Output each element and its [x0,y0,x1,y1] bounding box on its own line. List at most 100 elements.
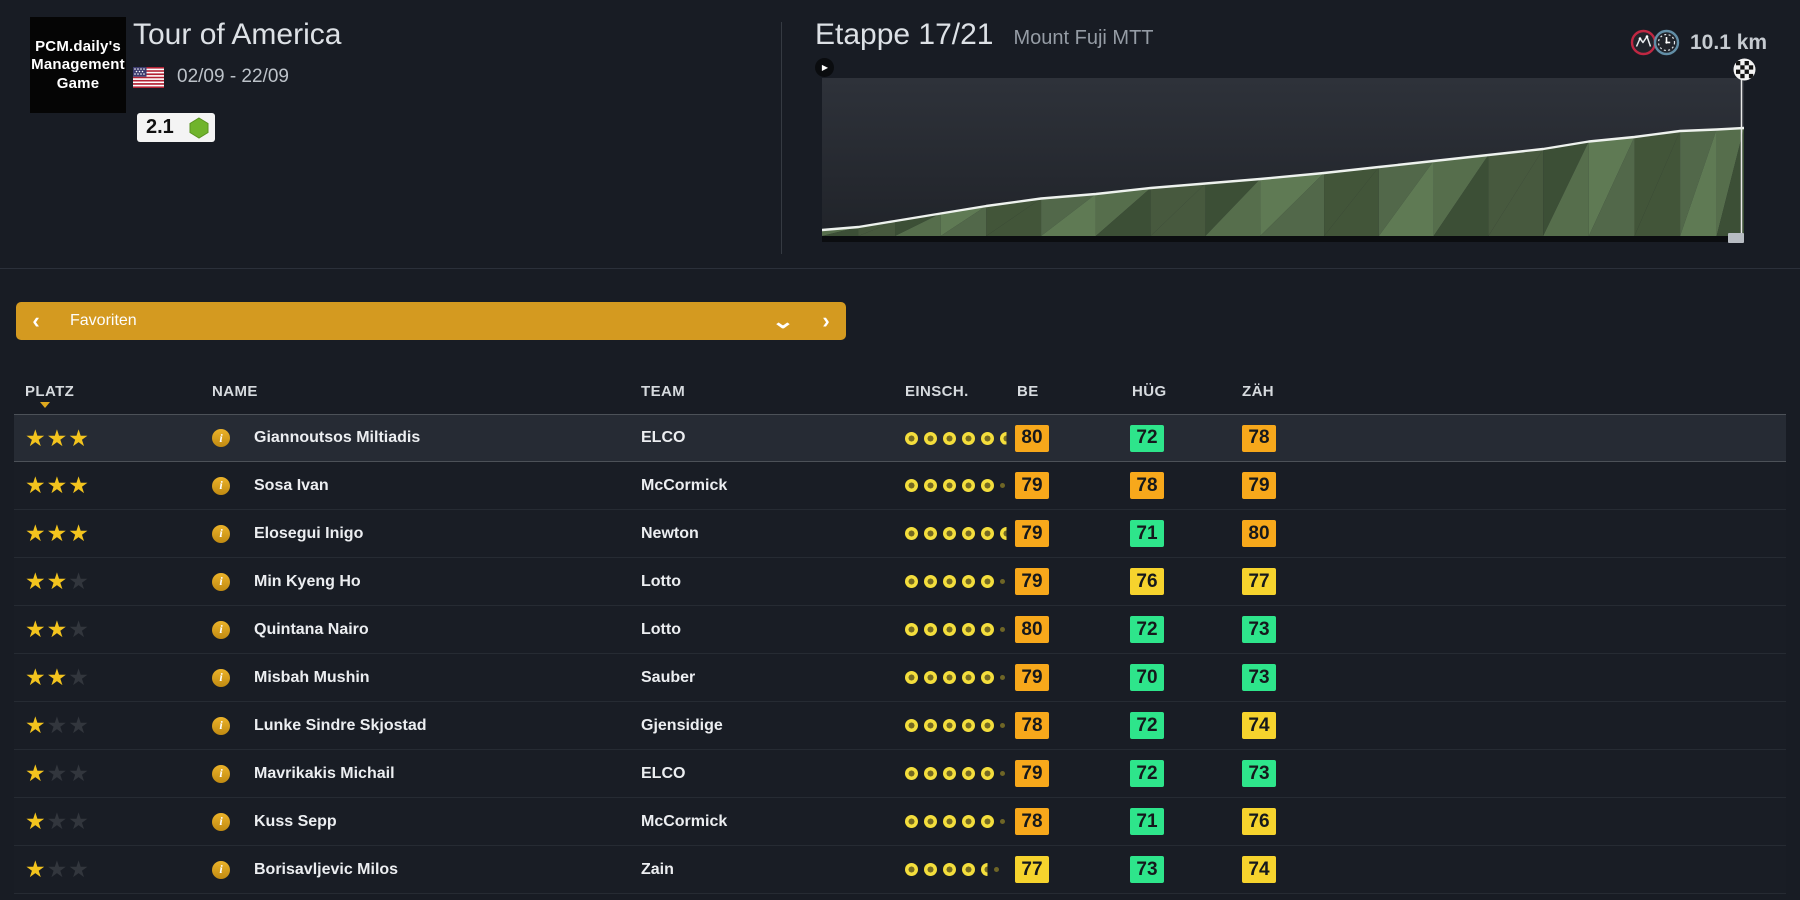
rating-dot [981,863,988,876]
table-row[interactable]: ★ ★ ★ i Lunke Sindre Skjostad Gjensidige 7… [14,702,1786,750]
info-icon[interactable]: i [212,524,230,543]
rating-dot [905,527,918,540]
team-name: ELCO [641,429,686,446]
rating-dot [1000,431,1007,445]
rating-dot [1000,627,1005,632]
star-icon: ★ [46,856,68,882]
info-icon[interactable]: i [212,429,230,447]
info-icon[interactable]: i [212,572,230,591]
stat-zah-badge: 77 [1242,568,1276,595]
rating-dot [924,815,937,828]
stage-name: Mount Fuji MTT [1013,27,1154,49]
star-icon: ★ [68,856,89,882]
rating-dot [994,867,999,872]
info-icon[interactable]: i [212,476,230,495]
col-header-platz[interactable]: PLATZ [25,382,75,400]
category-hexagon-icon [189,116,209,139]
rating-dot [924,575,937,588]
info-icon[interactable]: i [212,620,230,639]
star-icon: ★ [68,568,89,594]
rating-dot [962,431,975,445]
star-icon: ★ [68,760,89,786]
stat-hug-badge: 71 [1130,520,1164,547]
rating-dot [924,527,937,540]
rating-dot [1000,579,1005,584]
race-dates: 02/09 - 22/09 [177,66,289,87]
race-category-badge: 2.1 [137,113,215,142]
rating-dot [1000,819,1005,824]
table-row[interactable]: ★ ★ ★ i Elosegui Inigo Newton 79 71 80 [14,510,1786,558]
stat-hug-badge: 72 [1130,712,1164,739]
info-icon[interactable]: i [212,860,230,879]
rating-dot [943,767,956,780]
team-name: Lotto [641,620,681,638]
team-name: Zain [641,860,674,878]
rating-dot [962,863,975,876]
stat-zah-badge: 74 [1242,712,1276,739]
rating-dot [905,815,918,828]
table-row[interactable]: ★ ★ ★ i Misbah Mushin Sauber 79 70 73 [14,654,1786,702]
star-icon: ★ [46,568,68,594]
table-row[interactable]: ★ ★ ★ i Quintana Nairo Lotto 80 72 73 [14,606,1786,654]
col-header-name[interactable]: NAME [212,382,258,400]
star-icon: ★ [46,664,68,690]
table-row[interactable]: ★ ★ ★ i Giannoutsos Miltiadis ELCO 80 72 7… [14,414,1786,462]
rider-name: Min Kyeng Ho [254,572,361,590]
table-row[interactable]: ★ ★ ★ i Min Kyeng Ho Lotto 79 76 77 [14,558,1786,606]
favorite-stars: ★ ★ ★ [25,522,89,545]
col-header-zah[interactable]: ZÄH [1242,382,1275,400]
star-icon: ★ [25,760,46,786]
einsch-dots [905,863,999,876]
race-date-row: 02/09 - 22/09 [133,66,289,88]
info-icon[interactable]: i [212,764,230,783]
rating-dot [943,815,956,828]
chevron-down-icon[interactable]: ⌄ [771,310,795,333]
rating-dot [981,527,994,540]
stat-zah-badge: 74 [1242,856,1276,883]
rating-dot [905,767,918,780]
stat-be-badge: 77 [1015,856,1049,883]
star-icon: ★ [46,472,68,498]
chart-scroll-handle [1728,233,1744,243]
favoriten-dropdown-bar[interactable]: ‹ Favoriten ⌄ › [16,302,846,340]
col-header-be[interactable]: BE [1017,382,1039,400]
stat-hug-badge: 73 [1130,856,1164,883]
play-icon[interactable]: ▶ [815,58,834,77]
chevron-left-icon[interactable]: ‹ [32,308,40,333]
stat-be-badge: 79 [1015,472,1049,499]
rating-dot [924,479,937,492]
rating-dot [905,575,918,588]
stopwatch-icon [1653,29,1680,56]
rating-dot [943,719,956,732]
col-header-team[interactable]: TEAM [641,382,686,400]
rating-dot [905,479,918,492]
col-header-hug[interactable]: HÜG [1132,382,1167,400]
rating-dot [962,527,975,540]
col-header-einsch[interactable]: EINSCH. [905,382,969,400]
info-icon[interactable]: i [212,812,230,831]
table-row[interactable]: ★ ★ ★ i Mavrikakis Michail ELCO 79 72 73 [14,750,1786,798]
rating-dot [962,623,975,636]
favorite-stars: ★ ★ ★ [25,714,89,737]
star-icon: ★ [68,616,89,642]
rating-dot [924,431,937,445]
info-icon[interactable]: i [212,668,230,687]
rating-dot [1000,483,1005,488]
sort-desc-icon [40,402,50,408]
rating-dot [1000,723,1005,728]
chevron-right-icon[interactable]: › [822,308,830,333]
star-icon: ★ [68,664,89,690]
pcm-daily-logo: PCM.daily's Management Game [30,17,126,113]
rider-name: Kuss Sepp [254,812,337,830]
info-icon[interactable]: i [212,716,230,735]
rating-dot [981,575,994,588]
table-row[interactable]: ★ ★ ★ i Borisavljevic Milos Zain 77 73 74 [14,846,1786,894]
table-row[interactable]: ★ ★ ★ i Kuss Sepp McCormick 78 71 76 [14,798,1786,846]
favorite-stars: ★ ★ ★ [25,618,89,641]
stat-be-badge: 80 [1015,424,1049,452]
rider-name: Sosa Ivan [254,476,329,494]
play-glyph: ▶ [821,63,829,72]
favorite-stars: ★ ★ ★ [25,762,89,785]
table-row[interactable]: ★ ★ ★ i Sosa Ivan McCormick 79 78 79 [14,462,1786,510]
